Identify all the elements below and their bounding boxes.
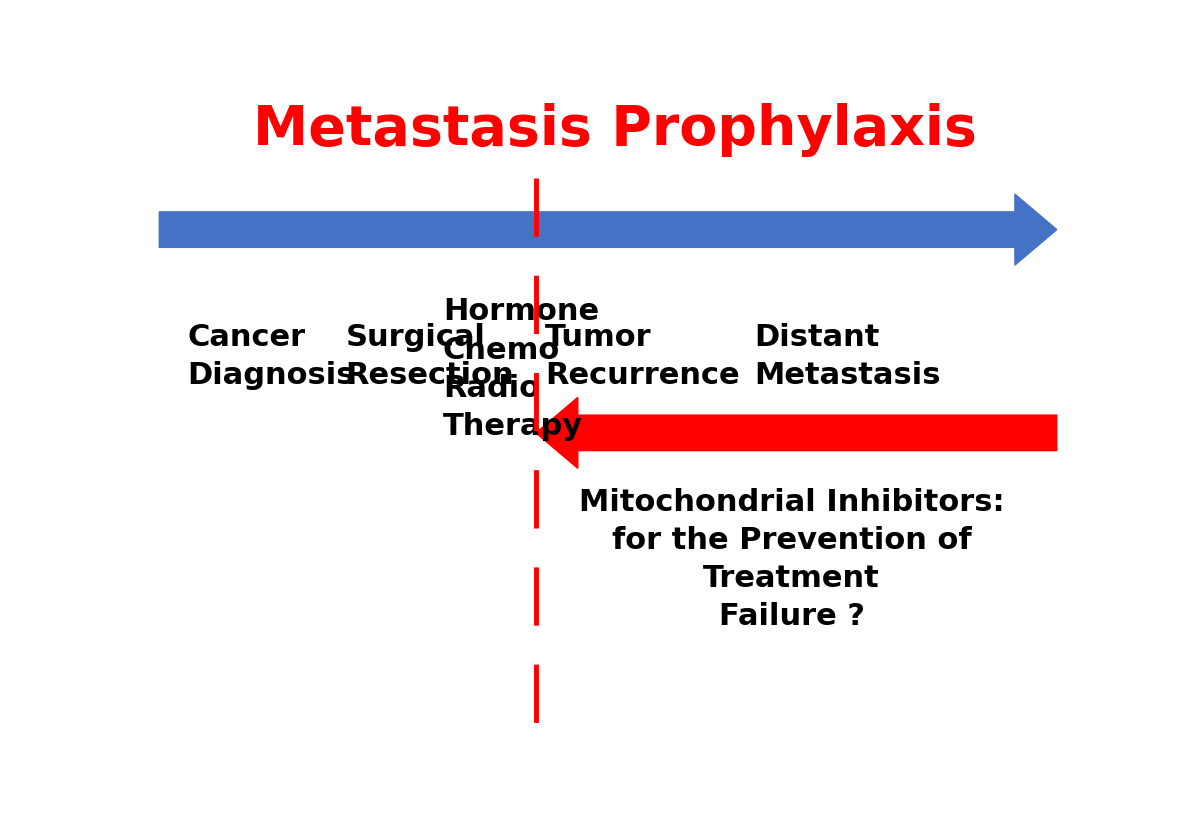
Text: Cancer
Diagnosis: Cancer Diagnosis [187, 323, 355, 391]
Text: Surgical
Resection: Surgical Resection [346, 323, 514, 391]
FancyArrow shape [160, 194, 1057, 265]
Text: Tumor
Recurrence: Tumor Recurrence [545, 323, 740, 391]
Text: Distant
Metastasis: Distant Metastasis [755, 323, 941, 391]
Text: Mitochondrial Inhibitors:
for the Prevention of
Treatment
Failure ?: Mitochondrial Inhibitors: for the Preven… [578, 488, 1004, 631]
Text: Hormone
Chemo
Radio
Therapy: Hormone Chemo Radio Therapy [443, 297, 599, 441]
FancyArrow shape [536, 397, 1057, 468]
Text: Metastasis Prophylaxis: Metastasis Prophylaxis [253, 102, 977, 157]
